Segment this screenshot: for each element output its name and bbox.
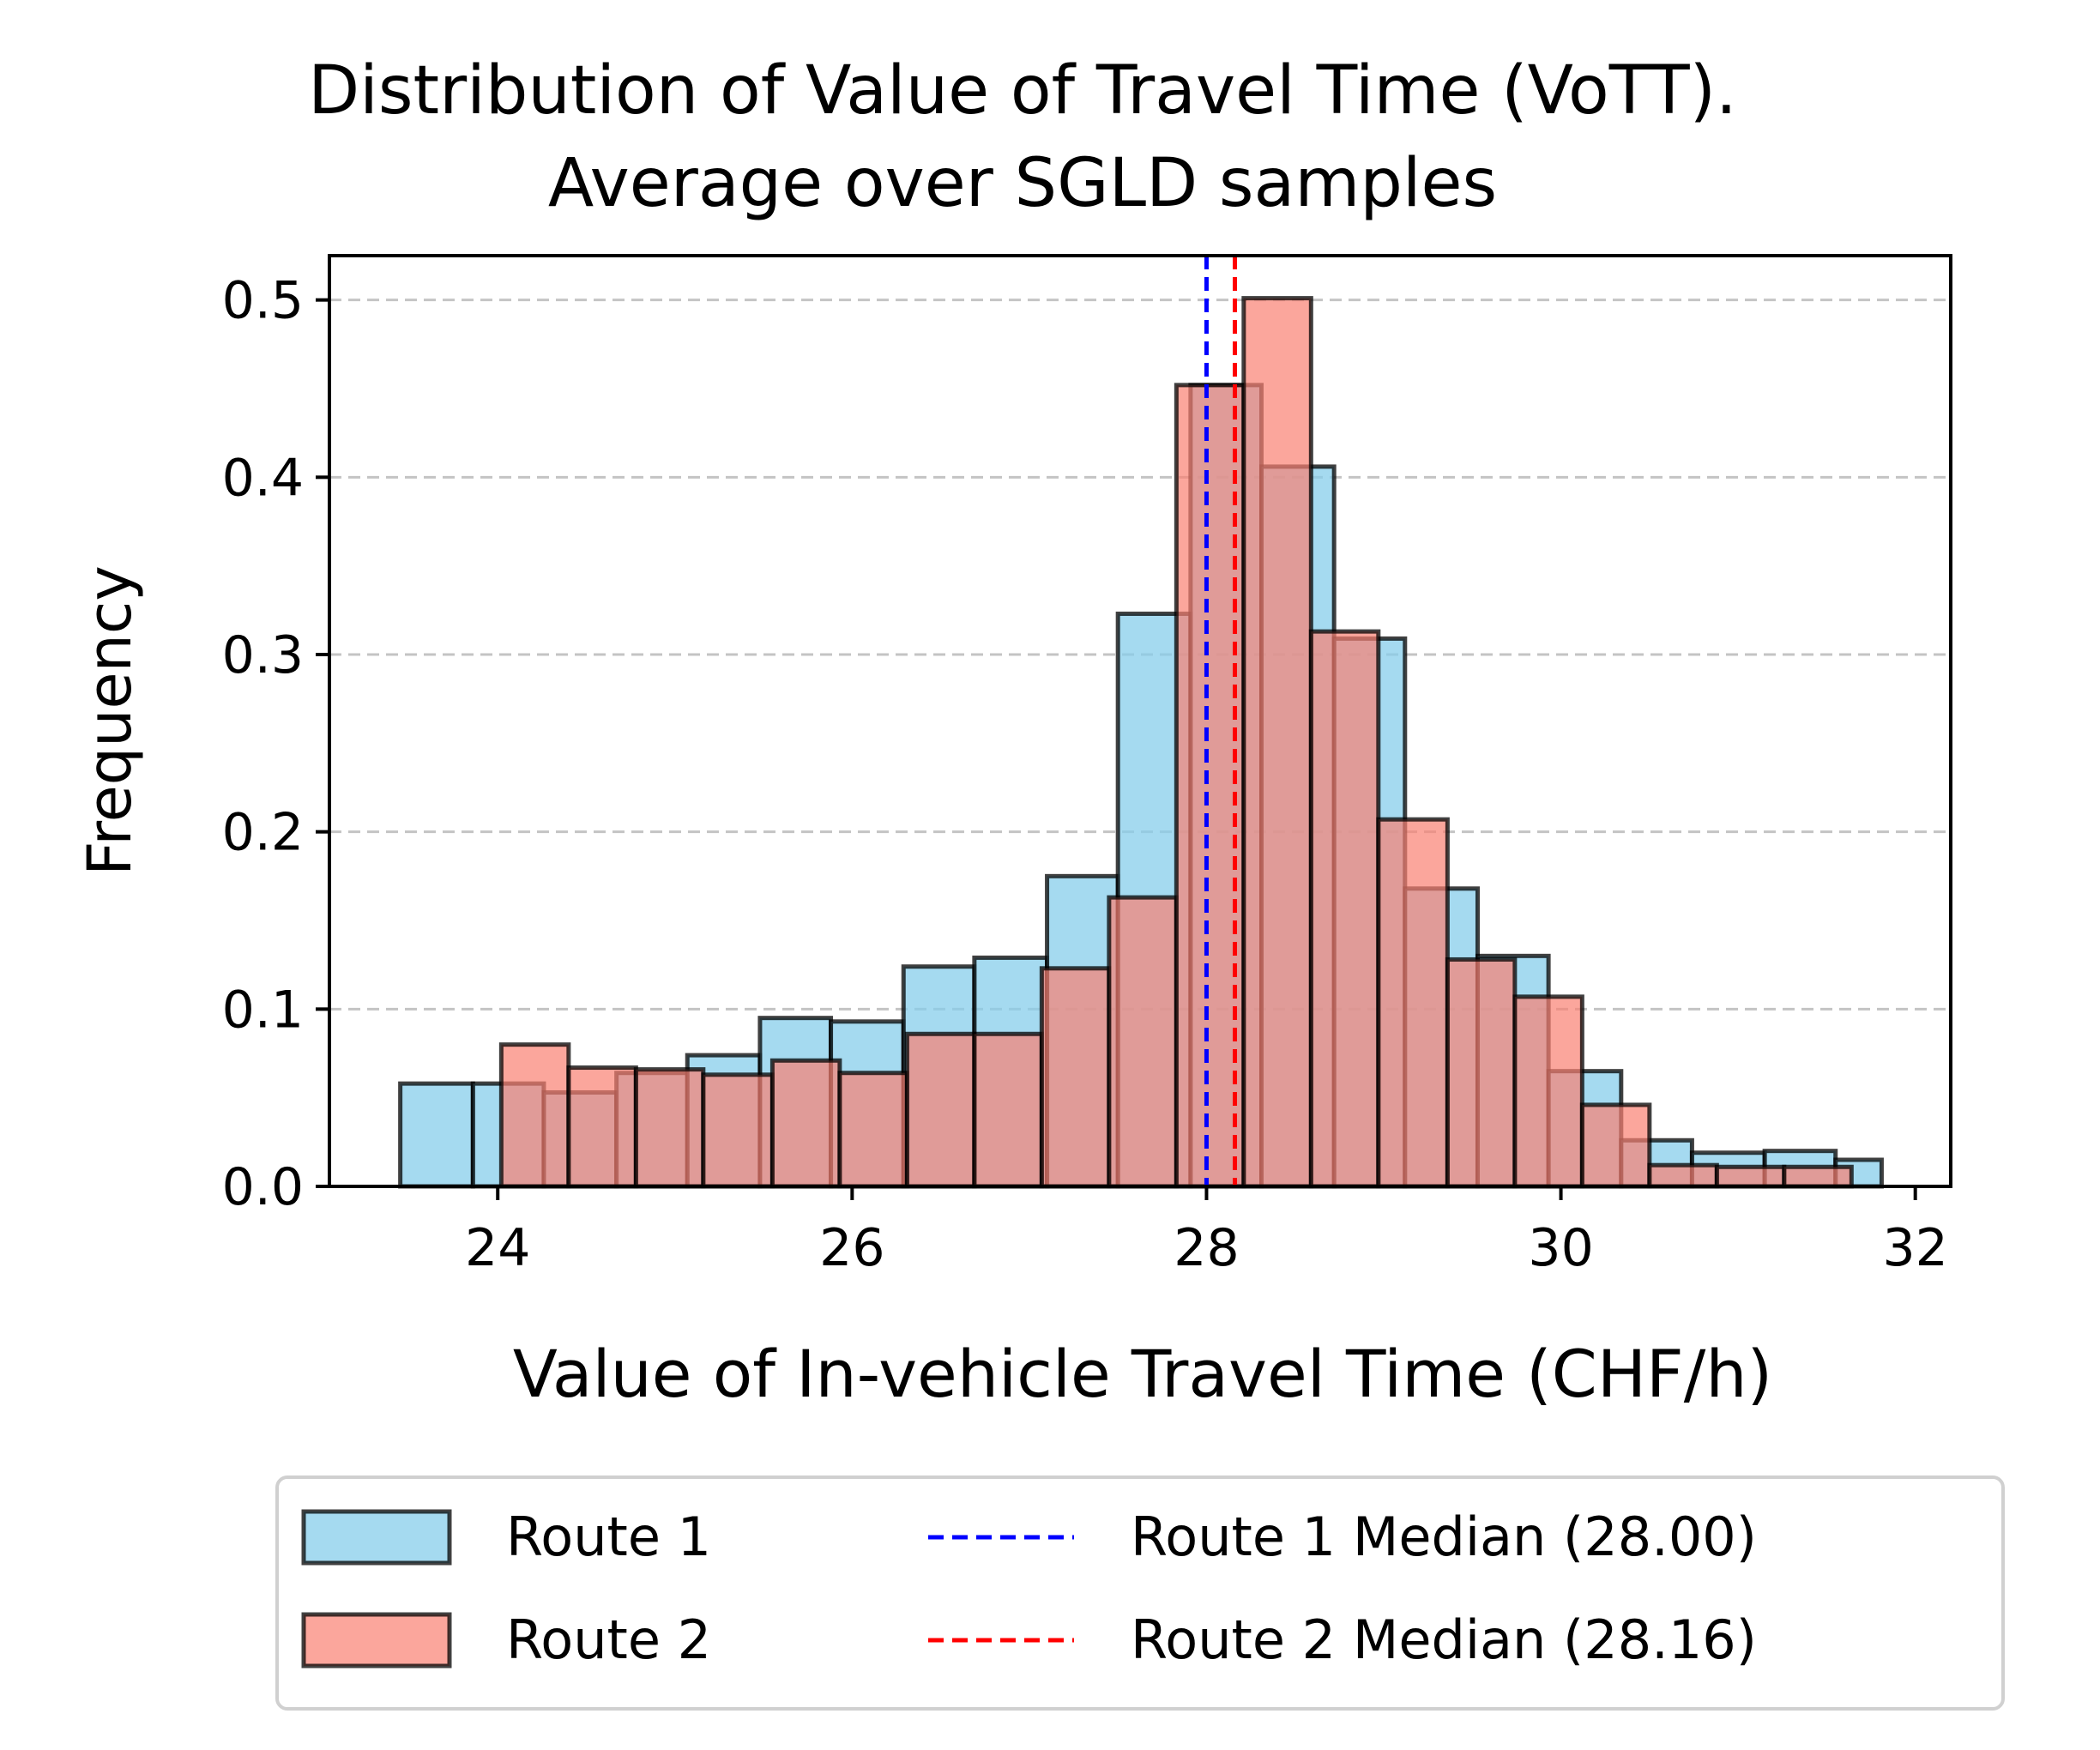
- y-tick-label-2: 0.2: [222, 803, 304, 863]
- title-line-1: Distribution of Value of Travel Time (Vo…: [308, 52, 1737, 130]
- route-2-bar-7: [972, 1031, 1044, 1189]
- route-2-bar-6: [904, 1031, 977, 1189]
- y-axis-ticks: 0.0 0.1 0.2 0.3 0.4 0.5: [222, 271, 329, 1217]
- route-2-bar-1: [566, 1065, 638, 1189]
- legend-swatch-route-2: [301, 1612, 452, 1669]
- y-tick-label-3: 0.3: [222, 625, 304, 685]
- title-line-2: Average over SGLD samples: [548, 145, 1497, 222]
- route-2-bar-8: [1039, 966, 1112, 1189]
- y-axis-label: Frequency: [75, 565, 145, 876]
- route-2-bars: [498, 296, 1854, 1189]
- route-2-bar-0: [498, 1042, 571, 1189]
- legend-label-route-2-median: Route 2 Median (28.16): [1131, 1608, 1757, 1671]
- y-tick-label-1: 0.1: [222, 980, 304, 1040]
- route-2-bar-12: [1308, 629, 1381, 1189]
- x-axis-label: Value of In-vehicle Travel Time (CHF/h): [513, 1336, 1772, 1412]
- route-2-bar-17: [1647, 1162, 1719, 1189]
- y-tick-label-0: 0.0: [222, 1157, 304, 1217]
- legend-label-route-1: Route 1: [506, 1506, 711, 1568]
- route-1-bar-0: [398, 1081, 475, 1189]
- route-2-bar-16: [1579, 1102, 1652, 1189]
- route-2-bar-18: [1714, 1164, 1787, 1189]
- route-2-bar-14: [1445, 956, 1518, 1189]
- legend-label-route-1-median: Route 1 Median (28.00): [1131, 1506, 1757, 1568]
- x-tick-label-1: 26: [819, 1218, 884, 1278]
- x-tick-label-3: 30: [1528, 1218, 1593, 1278]
- legend-swatch-route-1: [301, 1509, 452, 1566]
- route-2-bar-15: [1512, 994, 1584, 1189]
- route-2-bar-19: [1782, 1164, 1854, 1189]
- x-tick-label-0: 24: [465, 1218, 530, 1278]
- x-axis-ticks: 24 26 28 30 32: [465, 1186, 1948, 1278]
- x-tick-label-4: 32: [1883, 1218, 1948, 1278]
- chart-title: Distribution of Value of Travel Time (Vo…: [308, 52, 1737, 222]
- route-2-bar-9: [1107, 895, 1179, 1189]
- x-tick-label-2: 28: [1174, 1218, 1239, 1278]
- route-2-bar-11: [1241, 296, 1313, 1189]
- y-tick-label-5: 0.5: [222, 271, 304, 331]
- route-2-bar-5: [837, 1071, 909, 1189]
- legend-label-route-2: Route 2: [506, 1608, 711, 1671]
- plot-frame: [328, 254, 1952, 1188]
- legend: Route 1 Route 2 Route 1 Median (28.00) R…: [275, 1475, 2005, 1711]
- legend-frame: [275, 1475, 2005, 1711]
- route-2-bar-3: [701, 1072, 775, 1189]
- route-2-bar-13: [1376, 817, 1450, 1189]
- median-lines: [1204, 256, 1238, 1186]
- route-2-bar-4: [769, 1058, 842, 1189]
- route-2-bar-2: [633, 1067, 706, 1189]
- y-tick-label-4: 0.4: [222, 448, 304, 508]
